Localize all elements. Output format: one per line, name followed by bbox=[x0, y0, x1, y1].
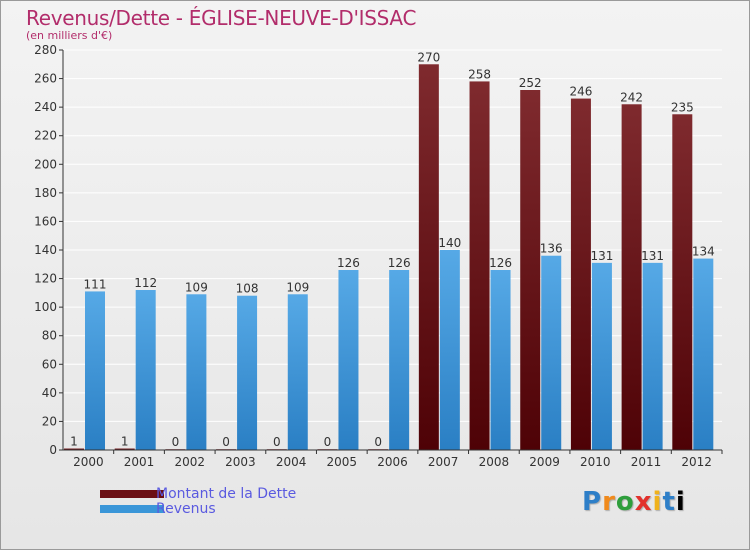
bar-revenus-2012 bbox=[693, 258, 714, 450]
x-tick-label-2012: 2012 bbox=[681, 455, 712, 469]
x-tick-label-2009: 2009 bbox=[529, 455, 560, 469]
proxiti-logo: Proxiti bbox=[582, 487, 686, 517]
x-tick-label-2005: 2005 bbox=[327, 455, 358, 469]
x-tick-label-2003: 2003 bbox=[225, 455, 256, 469]
bar-revenus-2002 bbox=[186, 294, 207, 450]
label-revenus-2010: 131 bbox=[590, 249, 613, 263]
x-tick-label-2004: 2004 bbox=[276, 455, 307, 469]
legend-label-revenus: Revenus bbox=[156, 501, 216, 517]
x-tick-label-2002: 2002 bbox=[174, 455, 205, 469]
bar-revenus-2007 bbox=[439, 250, 460, 450]
bar-revenus-2009 bbox=[541, 255, 562, 450]
label-dette-2006: 0 bbox=[374, 435, 382, 449]
y-tick-label: 20 bbox=[42, 414, 57, 428]
x-tick-label-2011: 2011 bbox=[631, 455, 662, 469]
bar-revenus-2011 bbox=[642, 262, 663, 450]
bars bbox=[64, 64, 714, 451]
label-revenus-2006: 126 bbox=[388, 256, 411, 270]
x-tick-label-2010: 2010 bbox=[580, 455, 611, 469]
bar-dette-2000 bbox=[64, 448, 84, 450]
bar-revenus-2008 bbox=[490, 270, 511, 450]
label-dette-2011: 242 bbox=[620, 90, 643, 104]
label-revenus-2008: 126 bbox=[489, 256, 512, 270]
label-dette-2001: 1 bbox=[121, 435, 129, 449]
label-revenus-2002: 109 bbox=[185, 280, 208, 294]
y-tick-label: 200 bbox=[34, 157, 57, 171]
chart-subtitle: (en milliers d'€) bbox=[26, 29, 113, 42]
label-dette-2003: 0 bbox=[222, 435, 230, 449]
label-dette-2010: 246 bbox=[569, 85, 592, 99]
label-dette-2007: 270 bbox=[417, 50, 440, 64]
bar-revenus-2003 bbox=[237, 295, 258, 450]
y-tick-label: 100 bbox=[34, 300, 57, 314]
y-tick-label: 120 bbox=[34, 272, 57, 286]
y-tick-label: 280 bbox=[34, 43, 57, 57]
bar-revenus-2006 bbox=[389, 270, 410, 450]
legend-swatch-revenus bbox=[100, 505, 164, 513]
y-tick-label: 160 bbox=[34, 214, 57, 228]
label-revenus-2007: 140 bbox=[438, 236, 461, 250]
label-dette-2002: 0 bbox=[172, 435, 180, 449]
y-tick-label: 140 bbox=[34, 243, 57, 257]
x-tick-label-2007: 2007 bbox=[428, 455, 459, 469]
label-revenus-2000: 111 bbox=[84, 277, 107, 291]
y-tick-label: 0 bbox=[49, 443, 57, 457]
label-dette-2008: 258 bbox=[468, 67, 491, 81]
bar-dette-2012 bbox=[672, 114, 693, 451]
bar-dette-2009 bbox=[520, 90, 541, 450]
label-dette-2009: 252 bbox=[519, 76, 542, 90]
bar-revenus-2010 bbox=[591, 262, 612, 450]
legend-swatch-dette bbox=[100, 490, 164, 498]
label-revenus-2009: 136 bbox=[540, 242, 563, 256]
bar-revenus-2004 bbox=[287, 294, 308, 450]
label-revenus-2003: 108 bbox=[236, 282, 259, 296]
bar-revenus-2000 bbox=[85, 291, 105, 450]
y-tick-label: 220 bbox=[34, 129, 57, 143]
y-tick-label: 60 bbox=[42, 357, 57, 371]
x-tick-label-2001: 2001 bbox=[124, 455, 155, 469]
label-revenus-2005: 126 bbox=[337, 256, 360, 270]
label-dette-2000: 1 bbox=[70, 435, 78, 449]
x-tick-label-2006: 2006 bbox=[377, 455, 408, 469]
bar-revenus-2005 bbox=[338, 270, 359, 450]
bar-dette-2007 bbox=[418, 64, 439, 451]
label-dette-2005: 0 bbox=[324, 435, 332, 449]
y-tick-label: 180 bbox=[34, 186, 57, 200]
x-tick-label-2008: 2008 bbox=[479, 455, 510, 469]
bar-dette-2010 bbox=[570, 98, 591, 451]
label-revenus-2001: 112 bbox=[134, 276, 157, 290]
legend-label-dette: Montant de la Dette bbox=[156, 486, 297, 502]
label-revenus-2004: 109 bbox=[286, 280, 309, 294]
bar-dette-2001 bbox=[114, 448, 135, 450]
y-tick-label: 80 bbox=[42, 329, 57, 343]
y-tick-label: 40 bbox=[42, 386, 57, 400]
y-tick-label: 260 bbox=[34, 72, 57, 86]
value-labels: 1111111201090108010901260126270140258126… bbox=[70, 50, 715, 449]
axes: 0204060801001201401601802002202402602802… bbox=[34, 43, 723, 469]
label-dette-2012: 235 bbox=[671, 100, 694, 114]
bar-dette-2008 bbox=[469, 81, 490, 450]
x-tick-label-2000: 2000 bbox=[73, 455, 104, 469]
bar-dette-2011 bbox=[621, 104, 642, 451]
label-revenus-2012: 134 bbox=[692, 245, 715, 259]
label-dette-2004: 0 bbox=[273, 435, 281, 449]
bar-revenus-2001 bbox=[135, 290, 156, 450]
label-revenus-2011: 131 bbox=[641, 249, 664, 263]
chart-title: Revenus/Dette - ÉGLISE-NEUVE-D'ISSAC bbox=[26, 6, 417, 30]
y-tick-label: 240 bbox=[34, 100, 57, 114]
